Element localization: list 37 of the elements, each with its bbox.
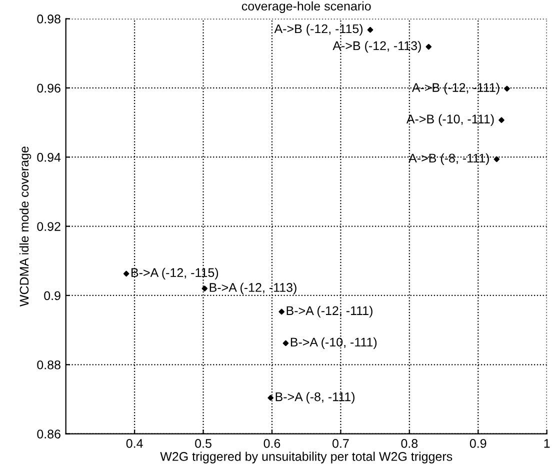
point <box>494 156 500 162</box>
point <box>278 308 284 315</box>
annotation: B->A (-10, -111) <box>290 337 377 350</box>
x-tick-label: 0.8 <box>401 439 418 448</box>
annotation: B->A (-12, -111) <box>286 306 372 318</box>
annotation: B->A (-8, -111) <box>276 392 354 404</box>
chart-title: coverage-hole scenario <box>242 1 371 14</box>
y-tick-label: 0.86 <box>37 430 60 438</box>
y-tick-label: 0.92 <box>37 222 60 231</box>
point <box>367 26 374 33</box>
x-tick-label: 0.5 <box>195 439 212 448</box>
x-tick-label: 0.9 <box>470 439 486 448</box>
x-tick-label: 0.7 <box>332 439 349 448</box>
point <box>123 270 130 277</box>
annotation: B->A (-12, -115) <box>132 268 218 280</box>
annotation: A->B (-10, -111) <box>406 114 494 126</box>
x-tick-label: 0.4 <box>126 439 143 448</box>
point <box>202 286 208 292</box>
y-tick-label: 0.98 <box>37 14 60 24</box>
x-tick-label: 0.6 <box>264 439 280 448</box>
annotation: A->B (-8, -111) <box>408 153 489 166</box>
y-tick-label: 0.96 <box>37 84 60 93</box>
y-axis-title: WCDMA idle mode coverage <box>19 146 32 306</box>
x-axis-title: W2G triggered by unsuitability per total W2G triggers <box>160 452 452 464</box>
annotation: A->B (-12, -115) <box>274 24 363 36</box>
point <box>268 394 274 401</box>
point <box>426 44 432 50</box>
point <box>498 117 504 123</box>
y-tick-label: 0.94 <box>37 152 61 162</box>
point <box>504 86 510 92</box>
annotation: A->B (-12, -113) <box>332 40 421 53</box>
annotation: A->B (-12, -111) <box>412 82 500 94</box>
y-tick-label: 0.88 <box>37 360 60 370</box>
annotation: B->A (-12, -113) <box>210 282 296 294</box>
x-tick-label: 1 <box>544 439 550 448</box>
point <box>282 340 289 346</box>
y-tick-label: 0.9 <box>44 291 60 300</box>
